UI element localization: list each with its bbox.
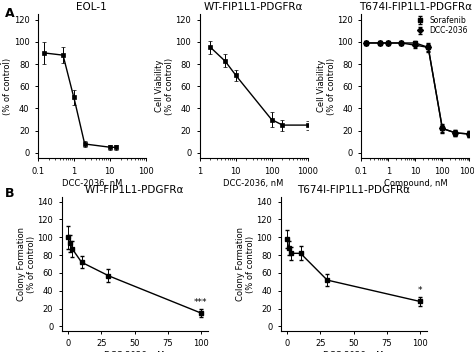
X-axis label: DCC-2036, nM: DCC-2036, nM (104, 351, 165, 352)
Title: T674I-FIP1L1-PDGFRα: T674I-FIP1L1-PDGFRα (359, 2, 472, 12)
Y-axis label: Colony Formation
(% of control): Colony Formation (% of control) (236, 227, 255, 301)
Title: T674I-FIP1L1-PDGFRα: T674I-FIP1L1-PDGFRα (297, 185, 410, 195)
X-axis label: DCC-2036, nM: DCC-2036, nM (62, 178, 122, 188)
Title: WT-FIP1L1-PDGFRα: WT-FIP1L1-PDGFRα (204, 2, 303, 12)
Y-axis label: Cell Viability
(% of control): Cell Viability (% of control) (317, 58, 336, 115)
Title: WT-FIP1L1-PDGFRα: WT-FIP1L1-PDGFRα (85, 185, 184, 195)
Text: A: A (5, 7, 14, 20)
Legend: Sorafenib, DCC-2036: Sorafenib, DCC-2036 (415, 15, 468, 35)
Text: *: * (418, 286, 422, 295)
Y-axis label: Colony Formation
(% of control): Colony Formation (% of control) (17, 227, 36, 301)
X-axis label: DCC-2036, nM: DCC-2036, nM (223, 178, 284, 188)
Title: EOL-1: EOL-1 (76, 2, 107, 12)
X-axis label: DCC-2036, nM: DCC-2036, nM (323, 351, 384, 352)
Text: B: B (5, 187, 14, 200)
Y-axis label: Cell Viability
(% of control): Cell Viability (% of control) (0, 58, 12, 115)
Text: ***: *** (194, 298, 208, 307)
X-axis label: Compound, nM: Compound, nM (383, 178, 447, 188)
Y-axis label: Cell Viability
(% of control): Cell Viability (% of control) (155, 58, 174, 115)
